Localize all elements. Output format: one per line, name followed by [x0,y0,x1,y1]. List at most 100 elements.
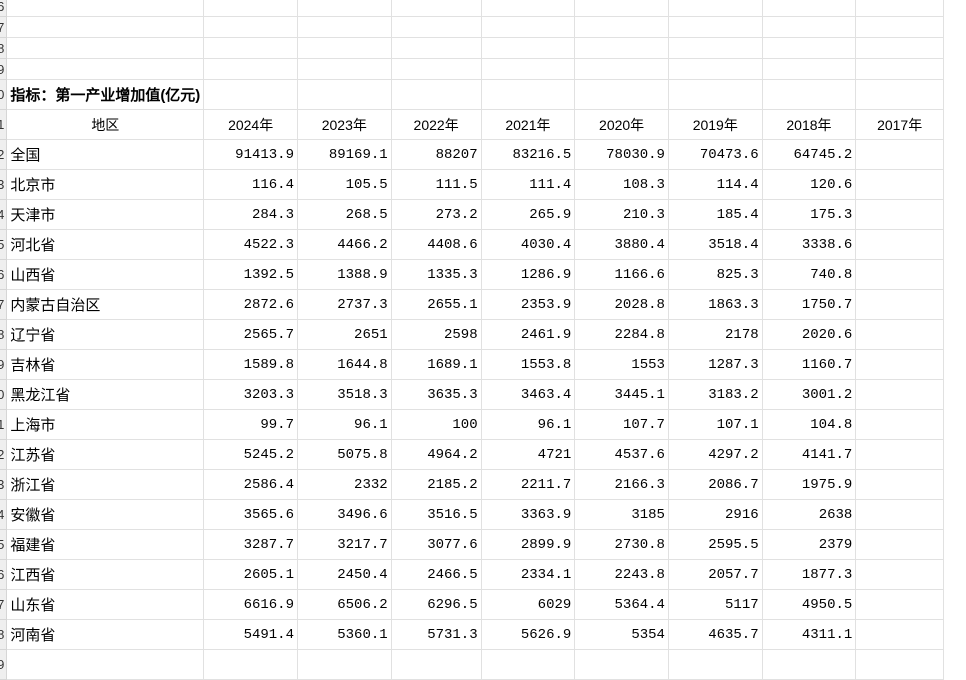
value-cell[interactable]: 2598 [390,319,482,350]
value-cell[interactable]: 6506.2 [296,589,392,620]
cell[interactable] [6,16,205,38]
value-cell[interactable]: 284.3 [203,199,298,230]
value-cell[interactable]: 4522.3 [203,229,298,260]
value-cell[interactable] [480,649,576,680]
cell[interactable] [390,79,482,110]
value-cell[interactable]: 5354 [574,619,669,650]
cell[interactable] [667,16,763,38]
value-cell[interactable]: 4466.2 [296,229,392,260]
region-cell[interactable]: 全国 [6,139,205,170]
row-header[interactable]: 25 [0,529,8,560]
value-cell[interactable]: 96.1 [296,409,392,440]
cell[interactable] [390,37,482,59]
cell[interactable] [574,37,669,59]
value-cell[interactable]: 2466.5 [390,559,482,590]
column-header-cell[interactable]: 2019年 [667,109,763,140]
value-cell[interactable]: 185.4 [667,199,763,230]
value-cell[interactable]: 1160.7 [761,349,857,380]
column-header-cell[interactable]: 2022年 [390,109,482,140]
cell[interactable] [761,79,857,110]
value-cell[interactable]: 1335.3 [390,259,482,290]
region-cell[interactable] [6,649,205,680]
value-cell[interactable]: 3203.3 [203,379,298,410]
value-cell[interactable] [855,169,944,200]
value-cell[interactable]: 4537.6 [574,439,669,470]
value-cell[interactable]: 2178 [667,319,763,350]
value-cell[interactable]: 2638 [761,499,857,530]
value-cell[interactable]: 3635.3 [390,379,482,410]
spreadsheet-grid[interactable]: 678910指标：第一产业增加值(亿元)11地区2024年2023年2022年2… [0,0,944,680]
value-cell[interactable]: 2243.8 [574,559,669,590]
value-cell[interactable]: 2899.9 [480,529,576,560]
value-cell[interactable]: 96.1 [480,409,576,440]
value-cell[interactable]: 3183.2 [667,379,763,410]
value-cell[interactable]: 4141.7 [761,439,857,470]
value-cell[interactable]: 70473.6 [667,139,763,170]
row-header[interactable]: 15 [0,229,8,260]
value-cell[interactable]: 3185 [574,499,669,530]
value-cell[interactable] [667,649,763,680]
value-cell[interactable]: 210.3 [574,199,669,230]
value-cell[interactable]: 2379 [761,529,857,560]
cell[interactable] [667,0,763,17]
row-header[interactable]: 26 [0,559,8,590]
value-cell[interactable]: 2020.6 [761,319,857,350]
value-cell[interactable]: 2872.6 [203,289,298,320]
value-cell[interactable]: 2057.7 [667,559,763,590]
region-cell[interactable]: 黑龙江省 [6,379,205,410]
region-cell[interactable]: 河南省 [6,619,205,650]
cell[interactable] [855,37,944,59]
value-cell[interactable]: 3217.7 [296,529,392,560]
value-cell[interactable]: 2737.3 [296,289,392,320]
value-cell[interactable]: 91413.9 [203,139,298,170]
value-cell[interactable]: 5626.9 [480,619,576,650]
cell[interactable] [6,58,205,80]
value-cell[interactable]: 1750.7 [761,289,857,320]
value-cell[interactable]: 3496.6 [296,499,392,530]
region-cell[interactable]: 天津市 [6,199,205,230]
row-header[interactable]: 22 [0,439,8,470]
region-cell[interactable]: 北京市 [6,169,205,200]
value-cell[interactable]: 1553 [574,349,669,380]
value-cell[interactable]: 825.3 [667,259,763,290]
cell[interactable] [390,58,482,80]
column-header-cell[interactable]: 2018年 [761,109,857,140]
value-cell[interactable] [855,499,944,530]
cell[interactable] [203,58,298,80]
value-cell[interactable]: 3516.5 [390,499,482,530]
value-cell[interactable]: 1287.3 [667,349,763,380]
value-cell[interactable]: 3463.4 [480,379,576,410]
value-cell[interactable]: 2284.8 [574,319,669,350]
value-cell[interactable]: 111.5 [390,169,482,200]
cell[interactable] [761,37,857,59]
value-cell[interactable]: 2461.9 [480,319,576,350]
cell[interactable] [203,16,298,38]
value-cell[interactable]: 1388.9 [296,259,392,290]
value-cell[interactable]: 107.1 [667,409,763,440]
value-cell[interactable] [855,649,944,680]
value-cell[interactable]: 99.7 [203,409,298,440]
value-cell[interactable] [855,379,944,410]
row-header[interactable]: 20 [0,379,8,410]
cell[interactable] [390,16,482,38]
value-cell[interactable]: 6029 [480,589,576,620]
value-cell[interactable] [855,589,944,620]
value-cell[interactable] [574,649,669,680]
value-cell[interactable] [855,289,944,320]
row-header[interactable]: 23 [0,469,8,500]
value-cell[interactable]: 3363.9 [480,499,576,530]
value-cell[interactable]: 1553.8 [480,349,576,380]
value-cell[interactable]: 83216.5 [480,139,576,170]
value-cell[interactable]: 4950.5 [761,589,857,620]
cell[interactable] [203,0,298,17]
cell[interactable] [480,79,576,110]
column-header-cell[interactable]: 2020年 [574,109,669,140]
value-cell[interactable]: 2730.8 [574,529,669,560]
row-header[interactable]: 6 [0,0,8,17]
value-cell[interactable]: 175.3 [761,199,857,230]
value-cell[interactable]: 111.4 [480,169,576,200]
value-cell[interactable]: 4030.4 [480,229,576,260]
column-header-cell[interactable]: 2024年 [203,109,298,140]
value-cell[interactable]: 3077.6 [390,529,482,560]
value-cell[interactable]: 1975.9 [761,469,857,500]
